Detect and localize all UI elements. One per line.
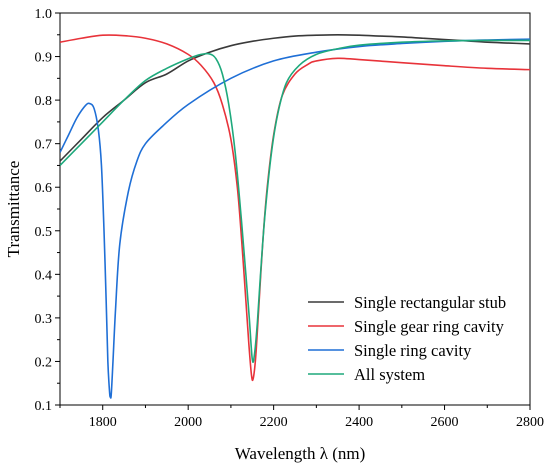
y-tick-label: 0.9 — [35, 51, 53, 66]
y-tick-label: 0.4 — [35, 268, 53, 283]
legend-label-all-system: All system — [354, 365, 425, 384]
x-axis-title: Wavelength λ (nm) — [235, 444, 366, 463]
y-axis-title: Transmittance — [4, 161, 23, 258]
y-axis: 0.1 0.2 0.3 0.4 0.5 0.6 0.7 0.8 0.9 1.0 — [35, 7, 60, 414]
legend-label-single-rectangular-stub: Single rectangular stub — [354, 293, 506, 312]
series-line-single-ring-cavity — [60, 38, 530, 399]
series-line-all-system — [60, 39, 530, 364]
y-tick-label: 0.3 — [35, 312, 53, 327]
x-tick-label: 2400 — [345, 415, 373, 430]
x-tick-label: 2000 — [174, 415, 202, 430]
y-tick-label: 1.0 — [35, 7, 53, 22]
legend-label-single-gear-ring-cavity: Single gear ring cavity — [354, 317, 505, 336]
y-tick-label: 0.1 — [35, 399, 53, 414]
y-tick-label: 0.6 — [35, 181, 53, 196]
x-tick-label: 2600 — [431, 415, 459, 430]
x-tick-label: 2200 — [260, 415, 288, 430]
series-line-single-rectangular-stub — [60, 33, 530, 162]
x-tick-label: 2800 — [516, 415, 544, 430]
y-tick-label: 0.5 — [35, 225, 53, 240]
y-tick-label: 0.2 — [35, 355, 53, 370]
series-lines — [60, 33, 530, 399]
x-axis: 1800 2000 2200 2400 2600 2800 — [59, 405, 544, 430]
series-line-single-gear-ring-cavity — [60, 34, 530, 382]
legend-label-single-ring-cavity: Single ring cavity — [354, 341, 472, 360]
x-tick-label: 1800 — [89, 415, 117, 430]
legend: Single rectangular stub Single gear ring … — [308, 293, 506, 384]
y-tick-label: 0.8 — [35, 94, 53, 109]
y-tick-label: 0.7 — [35, 138, 53, 153]
